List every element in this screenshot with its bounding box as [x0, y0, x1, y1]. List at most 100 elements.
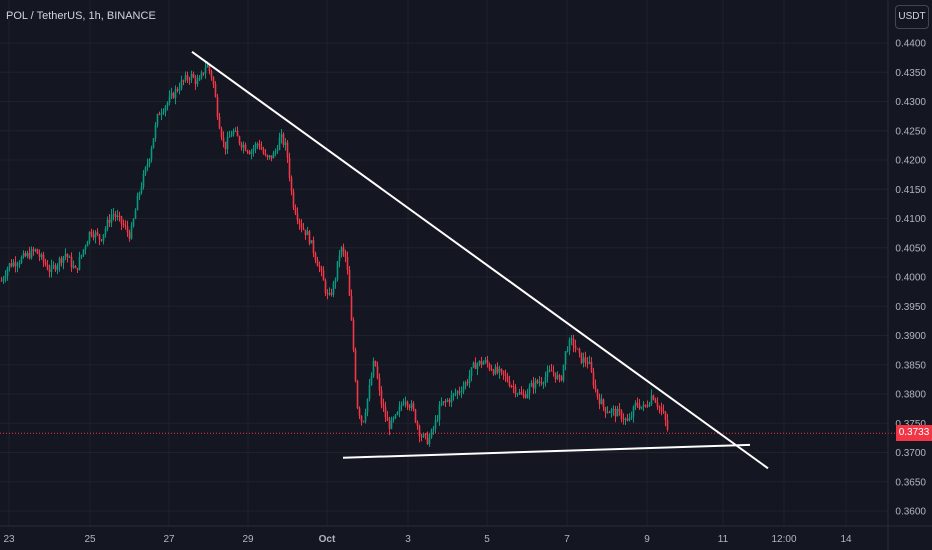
candle-body: [256, 143, 259, 145]
candle-body: [398, 406, 401, 413]
chart-title: POL / TetherUS, 1h, BINANCE: [6, 10, 156, 22]
candle-body: [450, 395, 453, 403]
candle-body: [46, 264, 49, 270]
candle-body: [312, 240, 315, 254]
candle-body: [502, 370, 505, 375]
time-tick-label: 9: [644, 534, 650, 545]
candle-body: [382, 404, 385, 408]
candle-body: [32, 249, 35, 251]
candle-body: [162, 111, 165, 114]
candle-body: [2, 278, 5, 281]
candle-body: [150, 148, 153, 160]
candle-body: [270, 155, 273, 159]
candle-body: [94, 232, 97, 238]
candle-body: [534, 380, 537, 389]
candle-body: [424, 433, 427, 435]
candle-body: [366, 398, 369, 413]
candle-body: [68, 256, 71, 258]
candle-body: [380, 390, 383, 405]
candle-body: [178, 88, 181, 91]
support-trendline[interactable]: [342, 443, 751, 459]
candle-body: [514, 386, 517, 394]
candle-body: [552, 371, 555, 373]
candle-body: [96, 232, 99, 235]
candle-body: [186, 75, 189, 80]
candle-body: [574, 345, 577, 349]
time-tick-label: Oct: [319, 534, 336, 545]
candle-body: [486, 360, 489, 365]
candle-body: [104, 228, 107, 235]
candle-body: [4, 275, 7, 279]
candle-body: [10, 263, 13, 267]
candle-body: [570, 338, 573, 340]
candle-body: [452, 393, 455, 396]
candle-body: [290, 177, 293, 192]
candle-body: [272, 152, 275, 159]
candle-body: [338, 255, 341, 262]
candle-body: [132, 219, 135, 227]
candle-body: [154, 124, 157, 139]
candle-body: [390, 418, 393, 429]
candle-body: [396, 412, 399, 415]
candle-body: [222, 137, 225, 142]
candle-body: [546, 370, 549, 377]
candle-body: [550, 370, 553, 372]
candle-body: [590, 361, 593, 372]
candle-body: [108, 219, 111, 223]
candle-body: [342, 247, 345, 252]
candle-body: [556, 375, 559, 379]
candle-body: [386, 417, 389, 421]
price-tick-label: 0.3850: [895, 360, 926, 371]
candle-body: [120, 216, 123, 224]
price-tick-label: 0.3800: [895, 390, 926, 401]
candle-body: [646, 405, 649, 407]
candle-body: [404, 401, 407, 404]
candle-body: [620, 410, 623, 419]
candle-body: [394, 414, 397, 419]
candle-body: [388, 420, 391, 429]
candle-body: [358, 408, 361, 416]
candle-body: [324, 280, 327, 293]
descending-trendline[interactable]: [191, 50, 769, 470]
candle-body: [560, 376, 563, 381]
candle-body: [548, 370, 551, 372]
price-tick-label: 0.3650: [895, 477, 926, 488]
candle-body: [348, 269, 351, 296]
candle-body: [422, 433, 425, 438]
currency-unit-button[interactable]: USDT: [895, 5, 929, 29]
candle-body: [526, 393, 529, 398]
candle-body: [604, 407, 607, 413]
candle-body: [606, 412, 609, 414]
candle-body: [432, 428, 435, 430]
candle-body: [90, 231, 93, 235]
candle-body: [36, 249, 39, 254]
candle-body: [496, 366, 499, 373]
time-tick-label: 11: [718, 534, 729, 545]
candle-body: [264, 153, 267, 156]
candle-body: [616, 408, 619, 417]
candle-body: [330, 293, 333, 295]
candle-body: [174, 89, 177, 99]
candle-body: [304, 229, 307, 236]
candle-body: [596, 389, 599, 398]
candle-body: [0, 280, 3, 282]
time-tick-label: 29: [242, 534, 254, 545]
candle-body: [372, 360, 375, 377]
candle-body: [124, 225, 127, 227]
candle-body: [474, 362, 477, 369]
candle-body: [536, 380, 539, 383]
candle-body: [420, 436, 423, 438]
price-tick-label: 0.4400: [895, 39, 926, 50]
candle-body: [518, 392, 521, 394]
candle-body: [370, 376, 373, 385]
candle-body: [238, 136, 241, 144]
candle-body: [322, 270, 325, 281]
candle-body: [544, 376, 547, 384]
candle-body: [72, 266, 75, 268]
candle-body: [376, 365, 379, 379]
candle-body: [160, 113, 163, 115]
candle-body: [658, 406, 661, 408]
candle-body: [196, 80, 199, 85]
candle-body: [626, 418, 629, 421]
